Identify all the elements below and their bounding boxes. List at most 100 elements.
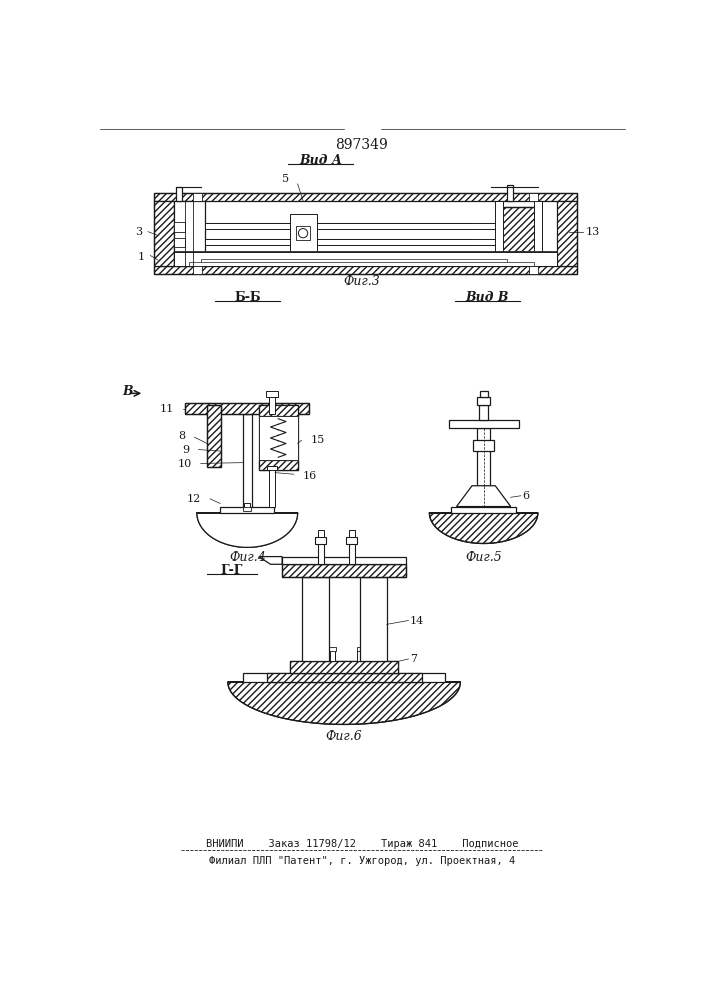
Text: ВНИИПИ    Заказ 11798/12    Тираж 841    Подписное: ВНИИПИ Заказ 11798/12 Тираж 841 Подписно… xyxy=(206,839,518,849)
Bar xyxy=(356,647,363,651)
Text: 897349: 897349 xyxy=(336,138,388,152)
Bar xyxy=(267,673,421,682)
Circle shape xyxy=(298,229,308,238)
Bar xyxy=(282,564,406,577)
Polygon shape xyxy=(197,513,298,547)
Text: 16: 16 xyxy=(303,471,317,481)
Text: Фиг.5: Фиг.5 xyxy=(465,551,502,564)
Bar xyxy=(282,564,406,577)
Bar xyxy=(259,416,298,460)
Bar xyxy=(176,187,182,201)
Text: 13: 13 xyxy=(586,227,600,237)
Bar xyxy=(360,577,387,661)
Bar xyxy=(193,193,202,201)
Bar xyxy=(349,541,355,564)
Bar xyxy=(480,391,488,397)
Bar xyxy=(515,251,524,260)
Bar xyxy=(207,405,221,466)
Text: Б-Б: Б-Б xyxy=(234,291,261,304)
Polygon shape xyxy=(197,513,298,547)
Bar xyxy=(204,239,526,245)
Bar xyxy=(317,541,324,564)
Bar xyxy=(154,201,174,266)
Bar xyxy=(154,193,577,201)
Text: Вид В: Вид В xyxy=(466,291,509,304)
Text: 14: 14 xyxy=(410,615,424,626)
Bar xyxy=(290,214,317,252)
Bar xyxy=(296,226,310,240)
Bar xyxy=(259,405,298,416)
Bar xyxy=(154,193,577,274)
Bar xyxy=(315,537,327,544)
Polygon shape xyxy=(228,682,460,724)
Bar xyxy=(269,395,275,414)
Bar xyxy=(507,185,513,201)
Polygon shape xyxy=(259,557,282,564)
Text: 5: 5 xyxy=(282,174,290,184)
Bar xyxy=(220,507,274,513)
Bar xyxy=(259,405,298,470)
Text: 8: 8 xyxy=(178,431,185,441)
Bar xyxy=(204,223,472,229)
Bar xyxy=(204,239,472,245)
Bar xyxy=(349,530,355,537)
Bar xyxy=(282,557,406,564)
Bar xyxy=(269,468,275,507)
Bar xyxy=(477,428,490,486)
Text: 1: 1 xyxy=(138,252,145,262)
Bar xyxy=(330,650,335,661)
Bar xyxy=(243,507,251,511)
Text: Г-Г: Г-Г xyxy=(221,564,243,577)
Text: 12: 12 xyxy=(187,494,201,504)
Bar xyxy=(534,201,542,266)
Bar xyxy=(329,647,336,651)
Bar xyxy=(380,647,386,651)
Polygon shape xyxy=(429,513,538,543)
Bar xyxy=(529,266,538,274)
Bar xyxy=(201,259,507,265)
Text: 10: 10 xyxy=(177,459,192,469)
Bar xyxy=(499,207,538,260)
Bar xyxy=(193,266,202,274)
Bar xyxy=(495,201,503,266)
Bar xyxy=(174,222,185,232)
Text: Филиал ПЛП "Патент", г. Ужгород, ул. Проектная, 4: Филиал ПЛП "Патент", г. Ужгород, ул. Про… xyxy=(209,856,515,866)
Text: 6: 6 xyxy=(522,491,530,501)
Bar xyxy=(290,661,398,673)
Bar xyxy=(451,507,516,513)
Bar xyxy=(301,577,329,661)
Text: 7: 7 xyxy=(410,654,417,664)
Bar xyxy=(557,201,577,266)
Bar xyxy=(267,466,277,470)
Bar xyxy=(317,530,324,537)
Bar xyxy=(259,460,298,470)
Bar xyxy=(174,252,557,266)
Bar xyxy=(244,503,250,509)
Bar xyxy=(380,650,385,661)
Bar xyxy=(306,647,312,651)
Text: Фиг.4: Фиг.4 xyxy=(229,551,266,564)
Text: 3: 3 xyxy=(136,227,143,237)
Bar xyxy=(243,414,252,507)
Bar xyxy=(266,391,279,397)
Text: Фиг.3: Фиг.3 xyxy=(344,275,380,288)
Bar xyxy=(154,266,577,274)
Polygon shape xyxy=(457,486,510,507)
Bar xyxy=(473,440,494,451)
Bar xyxy=(189,262,534,266)
Text: Вид А: Вид А xyxy=(299,154,342,167)
Bar xyxy=(357,650,362,661)
Text: 15: 15 xyxy=(311,435,325,445)
Bar xyxy=(449,420,518,428)
Bar xyxy=(346,537,357,544)
Bar xyxy=(174,201,204,266)
Bar xyxy=(477,397,490,405)
Bar xyxy=(174,238,185,247)
Bar xyxy=(204,223,526,229)
Bar xyxy=(307,650,312,661)
Bar xyxy=(185,403,309,414)
Bar xyxy=(499,207,538,260)
Bar xyxy=(174,251,557,266)
Bar xyxy=(479,405,489,420)
Text: В: В xyxy=(122,385,132,398)
